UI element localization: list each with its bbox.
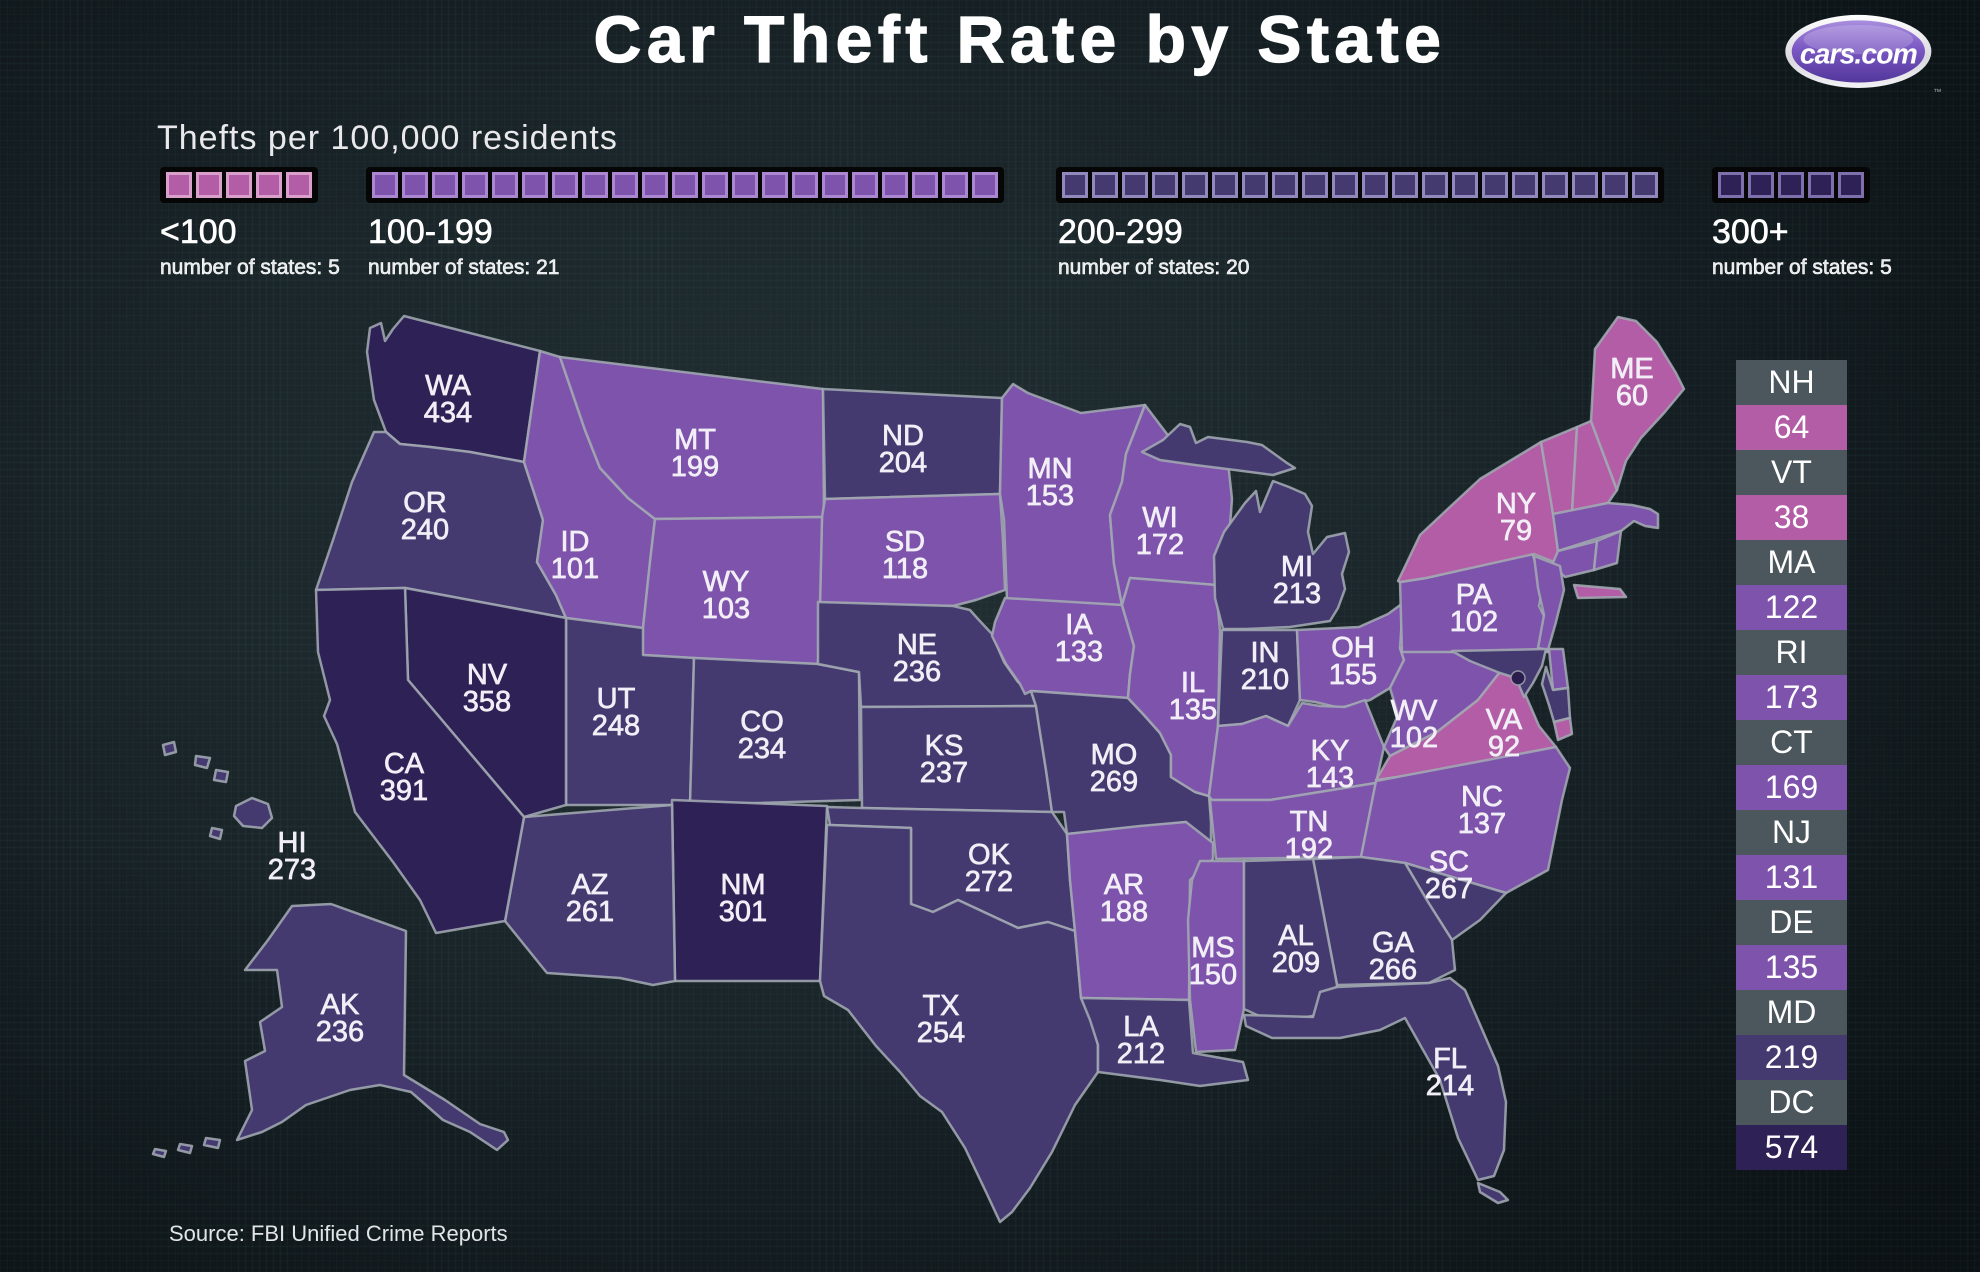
svg-text:cars.com: cars.com [1800, 37, 1917, 69]
svg-text:™: ™ [1933, 87, 1941, 96]
